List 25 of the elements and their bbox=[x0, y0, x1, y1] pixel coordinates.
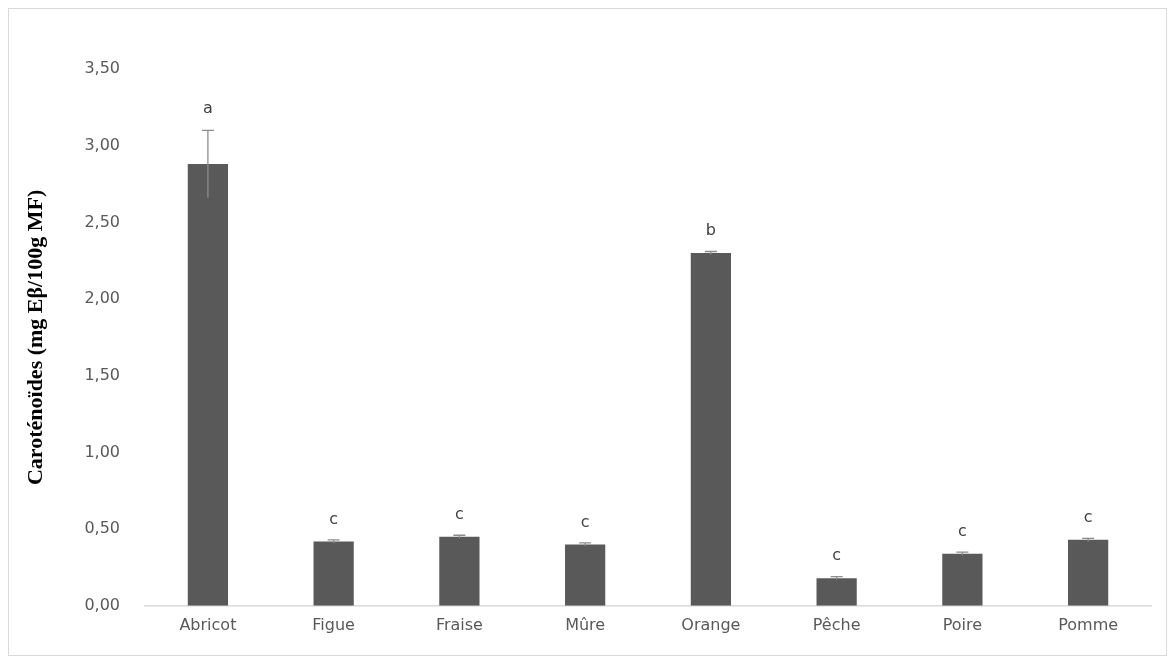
annotation: c bbox=[454, 503, 464, 523]
x-tick-label: Fraise bbox=[435, 614, 483, 634]
annotation: c bbox=[580, 511, 590, 531]
x-tick-label: Pêche bbox=[812, 614, 861, 634]
annotation: b bbox=[705, 220, 716, 240]
y-tick-label: 0,00 bbox=[84, 594, 121, 614]
y-axis-title: Caroténoïdes (mg Eβ/100g MF) bbox=[21, 189, 47, 486]
x-tick-label: Orange bbox=[681, 614, 741, 634]
x-tick-label: Poire bbox=[942, 614, 983, 634]
y-tick-label: 2,00 bbox=[84, 288, 121, 308]
x-tick-label: Mûre bbox=[565, 614, 606, 634]
x-tick-label: Abricot bbox=[179, 614, 237, 634]
y-tick-label: 1,50 bbox=[84, 364, 121, 384]
x-tick-label: Pomme bbox=[1058, 614, 1119, 634]
annotation: c bbox=[832, 545, 842, 565]
annotation: c bbox=[1083, 507, 1093, 527]
annotation: c bbox=[329, 508, 339, 528]
annotation: a bbox=[202, 97, 213, 117]
y-tick-label: 2,50 bbox=[84, 211, 121, 231]
y-tick-label: 3,00 bbox=[84, 134, 121, 154]
annotation: c bbox=[957, 520, 967, 540]
x-tick-label: Figue bbox=[312, 614, 355, 634]
y-tick-label: 3,50 bbox=[84, 58, 121, 78]
y-tick-label: 1,00 bbox=[84, 441, 121, 461]
y-tick-label: 0,50 bbox=[84, 518, 121, 538]
